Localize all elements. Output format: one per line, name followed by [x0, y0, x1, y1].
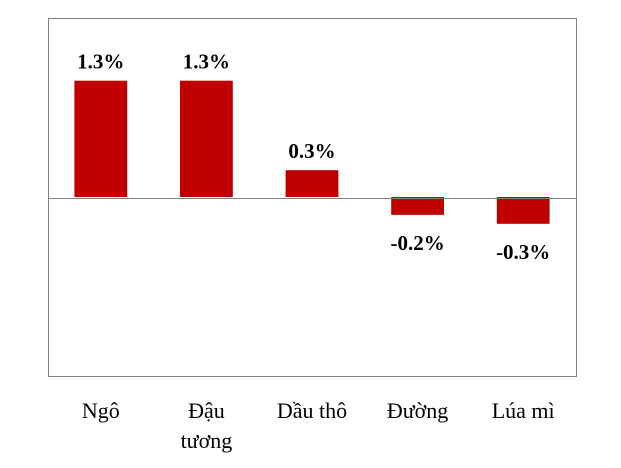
category-label-1: Ngô	[82, 398, 120, 423]
bar-4	[391, 197, 444, 215]
bars-group	[74, 80, 550, 224]
category-label-2-line-2: tương	[181, 428, 233, 453]
category-label-5: Lúa mì	[492, 398, 555, 423]
bar-2	[180, 80, 233, 197]
category-label-2-line-1: Đậu	[188, 398, 225, 423]
category-labels-group: Ngô Đậu tương Dầu thô Đường Lúa mì	[82, 398, 555, 453]
data-labels-group: 1.3% 1.3% 0.3% -0.2% -0.3%	[77, 50, 550, 264]
data-label-2: 1.3%	[183, 50, 230, 74]
bar-5	[496, 197, 550, 224]
bar-3	[285, 170, 339, 197]
bar-1	[74, 80, 128, 197]
data-label-5: -0.3%	[496, 240, 550, 264]
plot-area	[48, 18, 577, 377]
data-label-4: -0.2%	[390, 231, 444, 255]
data-label-3: 0.3%	[288, 139, 335, 163]
data-label-1: 1.3%	[77, 50, 124, 74]
category-label-4: Đường	[387, 398, 448, 423]
category-label-3: Dầu thô	[277, 398, 347, 423]
